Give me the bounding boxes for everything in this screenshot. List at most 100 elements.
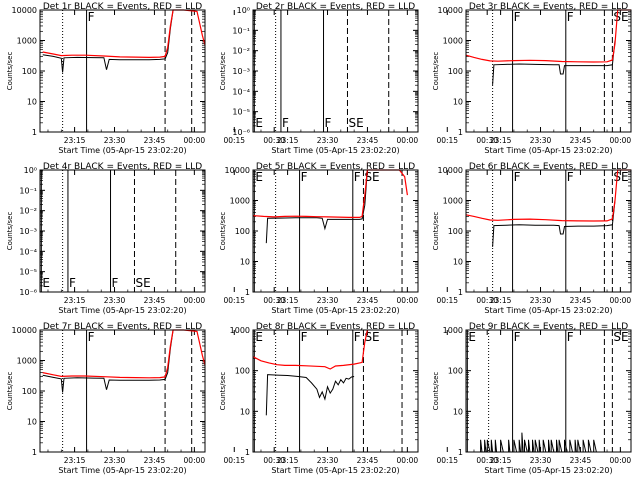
x-tick-label: 00:00 [184, 456, 206, 465]
plot-frame [252, 9, 419, 133]
y-tick-label: 10 [453, 98, 463, 107]
x-tick-label: 23:15 [64, 296, 86, 305]
panel-det-3r: Det 3r BLACK = Events, RED = LLD Counts/s… [432, 2, 632, 155]
marker-label: SE [348, 116, 363, 130]
y-tick-label: 1 [458, 128, 463, 137]
x-tick-label: 00:00 [610, 456, 632, 465]
panel-title: Det 8r BLACK = Events, RED = LLD [256, 322, 415, 332]
marker-label: SE [613, 330, 628, 344]
y-tick-label: 10000 [12, 6, 37, 15]
series-events-line [42, 9, 174, 73]
plot-frame [465, 329, 632, 453]
x-axis-label: Start Time (05-Apr-15 23:02:20) [58, 146, 186, 155]
x-tick-label: 23:30 [317, 136, 339, 145]
x-axis-label: Start Time (05-Apr-15 23:02:20) [271, 466, 399, 475]
x-tick-label: 23:45 [357, 296, 379, 305]
plot-frame [39, 9, 206, 133]
marker-label: F [354, 170, 361, 184]
series-lld-line [465, 169, 631, 222]
marker-label: F [514, 330, 521, 344]
marker-label: E [42, 276, 50, 290]
x-tick-label: 23:30 [530, 296, 552, 305]
y-tick-label: 1000 [443, 197, 463, 206]
y-tick-label: 10⁻⁶ [19, 288, 37, 297]
x-tick-label: 23:15 [490, 136, 512, 145]
panel-det-6r: Det 6r BLACK = Events, RED = LLD Counts/s… [432, 162, 632, 315]
x-tick-label: 00:15 [436, 456, 458, 465]
y-axis-label: Counts/sec [6, 372, 14, 411]
y-axis-label: Counts/sec [432, 372, 440, 411]
plot-frame [252, 169, 419, 293]
series-events-trace [479, 432, 597, 453]
x-tick-label: 23:15 [277, 296, 299, 305]
marker-label: F [354, 330, 361, 344]
x-tick-label: 00:30 [263, 136, 285, 145]
marker-label: SE [135, 276, 150, 290]
panel-title: Det 6r BLACK = Events, RED = LLD [469, 162, 628, 172]
panel-title: Det 9r BLACK = Events, RED = LLD [469, 322, 628, 332]
y-axis-label: Counts/sec [432, 52, 440, 91]
y-tick-label: 1 [32, 128, 37, 137]
y-tick-label: 1000 [17, 37, 37, 46]
x-tick-label: 00:15 [436, 296, 458, 305]
marker-label: E [255, 116, 263, 130]
x-tick-label: 00:00 [397, 296, 419, 305]
y-tick-label: 1 [245, 448, 250, 457]
x-tick-label: 00:30 [476, 456, 498, 465]
x-tick-label: 00:00 [397, 456, 419, 465]
y-tick-label: 1 [245, 288, 250, 297]
x-tick-label: 23:15 [277, 456, 299, 465]
x-axis-label: Start Time (05-Apr-15 23:02:20) [58, 466, 186, 475]
series-lld-line [252, 329, 368, 370]
x-tick-label: 23:30 [317, 456, 339, 465]
marker-label: SE [613, 170, 628, 184]
panel-det-1r: Det 1r BLACK = Events, RED = LLD Counts/s… [6, 2, 285, 155]
x-tick-label: 00:00 [184, 136, 206, 145]
x-tick-label: 23:45 [357, 136, 379, 145]
y-tick-label: 1000 [443, 326, 463, 335]
series-events-line [492, 200, 616, 247]
y-tick-label: 1 [458, 448, 463, 457]
marker-label: F [301, 330, 308, 344]
y-tick-label: 1000 [230, 326, 250, 335]
plot-frame [252, 329, 419, 453]
y-tick-label: 10 [27, 98, 37, 107]
series-events-line [42, 329, 174, 393]
marker-label: E [255, 170, 263, 184]
series-events-line [265, 169, 368, 244]
marker-label: F [69, 276, 76, 290]
x-tick-label: 00:15 [223, 296, 245, 305]
y-tick-label: 100 [448, 67, 463, 76]
x-tick-label: 00:00 [610, 296, 632, 305]
x-tick-label: 23:45 [144, 136, 166, 145]
x-tick-label: 00:30 [476, 296, 498, 305]
marker-label: F [282, 116, 289, 130]
marker-label: F [301, 170, 308, 184]
plot-frame [39, 329, 206, 453]
y-axis-label: Counts/sec [432, 212, 440, 251]
x-tick-label: 00:30 [263, 296, 285, 305]
x-axis-label: Start Time (05-Apr-15 23:02:20) [271, 306, 399, 315]
y-tick-label: 10000 [438, 166, 463, 175]
panel-title: Det 1r BLACK = Events, RED = LLD [43, 2, 202, 12]
marker-label: F [567, 10, 574, 24]
y-tick-label: 10000 [438, 6, 463, 15]
x-tick-label: 23:15 [490, 296, 512, 305]
y-tick-label: 10 [240, 407, 250, 416]
y-tick-label: 10⁻⁴ [232, 87, 250, 96]
y-tick-label: 10⁻³ [232, 67, 250, 76]
y-tick-label: 10⁻¹ [19, 186, 37, 195]
x-tick-label: 23:30 [104, 136, 126, 145]
marker-label: SE [364, 170, 379, 184]
y-tick-label: 100 [448, 367, 463, 376]
x-tick-label: 23:30 [104, 456, 126, 465]
marker-label: F [567, 170, 574, 184]
y-tick-label: 10⁻² [19, 207, 37, 216]
plot-frame [465, 9, 632, 133]
x-axis-label: Start Time (05-Apr-15 23:02:20) [58, 306, 186, 315]
panel-det-2r: Det 2r BLACK = Events, RED = LLD Counts/s… [219, 2, 498, 155]
x-tick-label: 00:15 [223, 456, 245, 465]
panel-title: Det 4r BLACK = Events, RED = LLD [43, 162, 202, 172]
y-tick-label: 10⁻⁵ [232, 108, 250, 117]
x-tick-label: 00:15 [223, 136, 245, 145]
